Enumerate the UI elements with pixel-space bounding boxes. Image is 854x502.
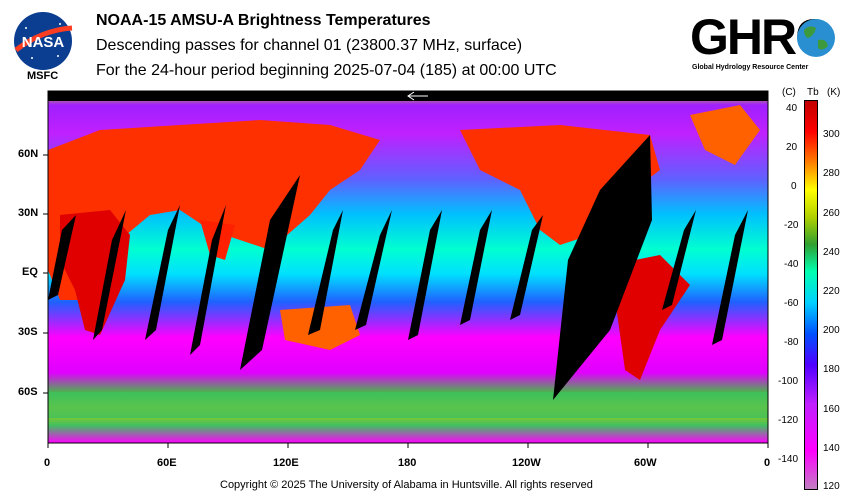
colorbar-unit-k: (K)	[827, 87, 841, 98]
colorbar-c-tick: 0	[791, 181, 797, 192]
colorbar-k-tick: 220	[823, 286, 840, 297]
colorbar-c-tick: 40	[786, 103, 798, 114]
orbit-gap	[190, 205, 226, 355]
ghrc-subtitle: Global Hydrology Resource Center	[692, 64, 809, 71]
nasa-logo-text: NASA	[22, 34, 65, 51]
landmass-north-america	[460, 125, 660, 245]
land-masses	[48, 105, 768, 418]
colorbar-c-tick: -20	[784, 220, 799, 231]
colorbar-c-tick: -40	[784, 259, 799, 270]
arrow-marker	[407, 91, 428, 101]
x-tick-label: 0	[764, 457, 771, 469]
orbit-gap	[510, 215, 543, 320]
chart-title: NOAA-15 AMSU-A Brightness Temperatures	[96, 12, 431, 29]
colorbar-c-tick: -100	[778, 376, 799, 387]
x-tick-label: 60E	[157, 457, 177, 469]
colorbar-k-tick: 300	[823, 129, 840, 140]
colorbar-unit-c: (C)	[782, 87, 796, 98]
orbit-gap	[48, 215, 76, 300]
orbit-gap	[355, 210, 392, 330]
colorbar-c-tick: -60	[784, 298, 799, 309]
colorbar-c-tick: 20	[786, 142, 798, 153]
y-tick-label: 30S	[18, 326, 38, 338]
landmass-antarctica	[48, 392, 768, 418]
landmass-greenland	[690, 105, 760, 165]
orbit-gap	[408, 210, 442, 340]
colorbar-unit-var: Tb	[807, 87, 819, 98]
orbit-gap	[662, 210, 696, 310]
orbit-gap	[145, 205, 180, 340]
colorbar-c-tick: -80	[784, 337, 799, 348]
y-tick-label: 60S	[18, 386, 38, 398]
y-tick-label: EQ	[22, 266, 38, 278]
globe-icon	[797, 19, 835, 57]
colorbar-k-tick: 120	[823, 481, 840, 492]
x-tick-label: 120E	[273, 457, 299, 469]
y-tick-label: 30N	[18, 207, 39, 219]
y-ticks	[43, 154, 48, 394]
orbit-gaps	[48, 135, 748, 400]
colorbar-c-tick: -120	[778, 415, 799, 426]
chart-subtitle-2: For the 24-hour period beginning 2025-07…	[96, 62, 557, 79]
orbit-gap	[240, 175, 300, 370]
x-tick-label: 0	[44, 457, 51, 469]
orbit-gap	[93, 210, 126, 340]
orbit-gap	[712, 210, 748, 345]
x-tick-label: 120W	[512, 457, 541, 469]
nasa-meatball-icon: NASA	[14, 12, 73, 70]
y-tick-label: 60N	[18, 148, 39, 160]
landmass-eurasia	[48, 120, 380, 300]
x-ticks	[47, 443, 769, 448]
colorbar-k-tick: 180	[823, 364, 840, 375]
x-tick-label: 60W	[634, 457, 657, 469]
orbit-gap	[308, 210, 343, 335]
colorbar-c-tick: -140	[778, 454, 799, 465]
colorbar	[804, 100, 818, 490]
copyright-text: Copyright © 2025 The University of Alaba…	[220, 479, 593, 491]
msfc-label: MSFC	[27, 70, 59, 82]
nasa-logo: NASA MSFC	[12, 10, 74, 82]
colorbar-k-tick: 240	[823, 247, 840, 258]
colorbar-k-tick: 160	[823, 404, 840, 415]
chart-subtitle-1: Descending passes for channel 01 (23800.…	[96, 37, 523, 54]
colorbar-k-tick: 200	[823, 325, 840, 336]
ghrc-logo: GHRC Global Hydrology Resource Center	[686, 8, 846, 78]
orbit-gap	[460, 210, 492, 325]
colorbar-k-tick: 280	[823, 168, 840, 179]
x-tick-label: 180	[398, 457, 417, 469]
colorbar-k-tick: 140	[823, 443, 840, 454]
orbit-gap	[553, 135, 652, 400]
colorbar-k-tick: 260	[823, 208, 840, 219]
